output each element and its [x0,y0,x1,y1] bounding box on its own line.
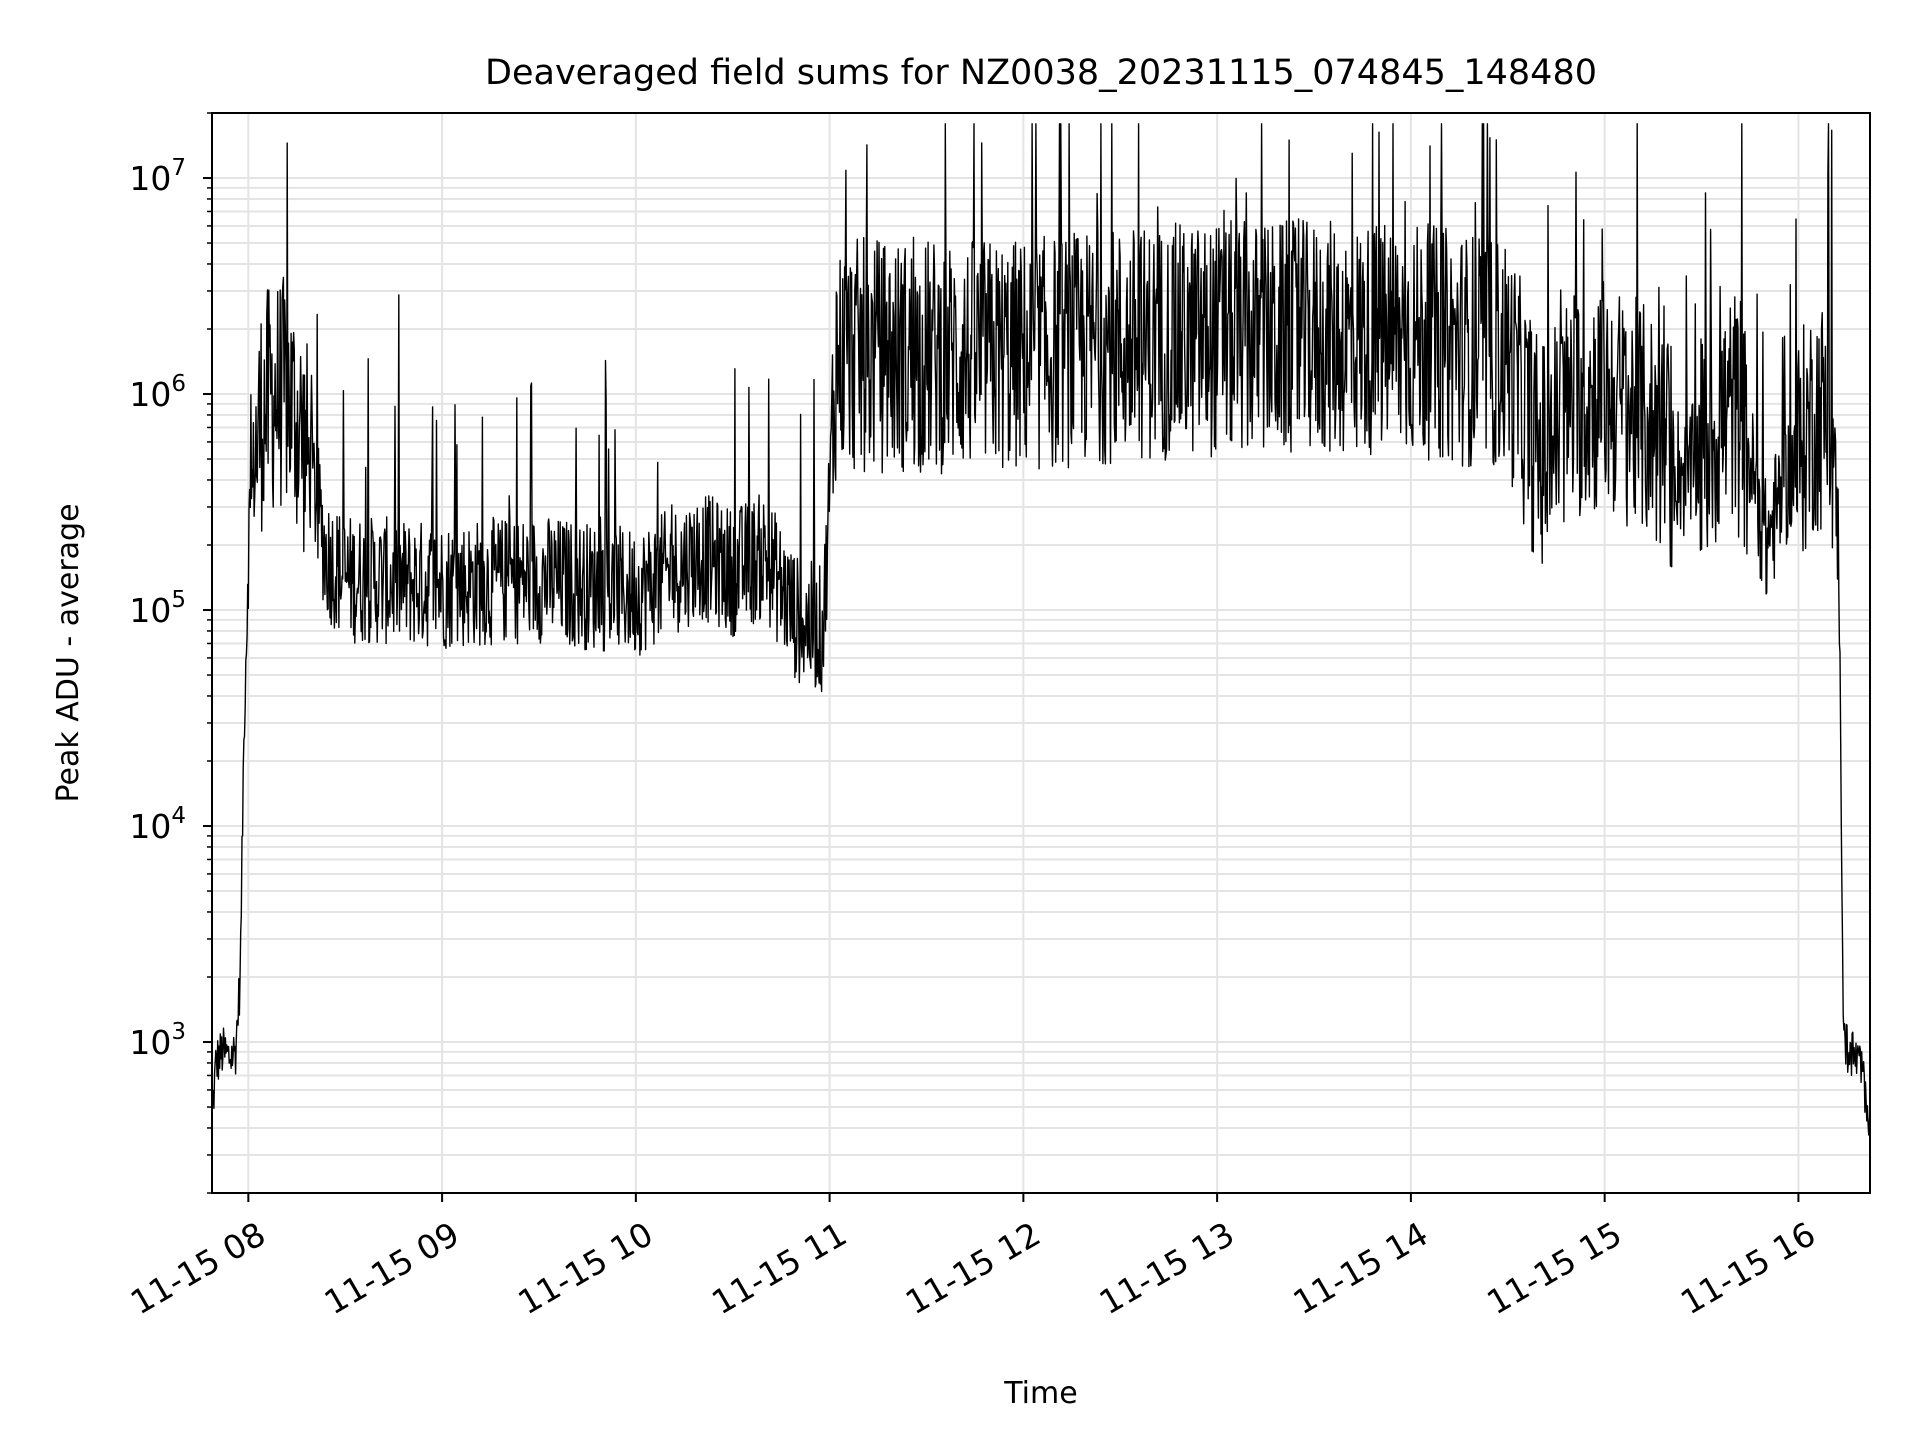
y-tick-label: 107 [129,155,186,198]
y-tick-label: 103 [129,1019,186,1062]
y-tick-label: 106 [129,371,186,414]
x-axis-label: Time [1003,1376,1077,1411]
x-tick-label: 11-15 13 [1093,1214,1241,1322]
x-tick-label: 11-15 15 [1480,1214,1628,1322]
plot-frame [211,112,1871,1194]
x-tick-label: 11-15 16 [1674,1214,1822,1322]
x-tick-label: 11-15 11 [705,1214,853,1322]
x-tick-label: 11-15 08 [124,1214,272,1322]
y-axis-label: Peak ADU - average [51,503,86,802]
grid [212,112,1870,1194]
axis-ticks: 103 104 105 106 107 11-15 08 11-15 09 11-15 10 1… [124,112,1822,1322]
x-tick-label: 11-15 09 [318,1214,466,1322]
data-line-layer [212,123,1870,1136]
y-tick-label: 104 [129,803,186,846]
x-tick-label: 11-15 14 [1286,1214,1434,1322]
x-tick-label: 11-15 12 [899,1214,1047,1322]
data-series-line [212,123,1870,1136]
x-tick-label: 11-15 10 [511,1214,659,1322]
chart-title: Deaveraged field sums for NZ0038_2023111… [485,53,1597,93]
y-tick-label: 105 [129,587,186,630]
